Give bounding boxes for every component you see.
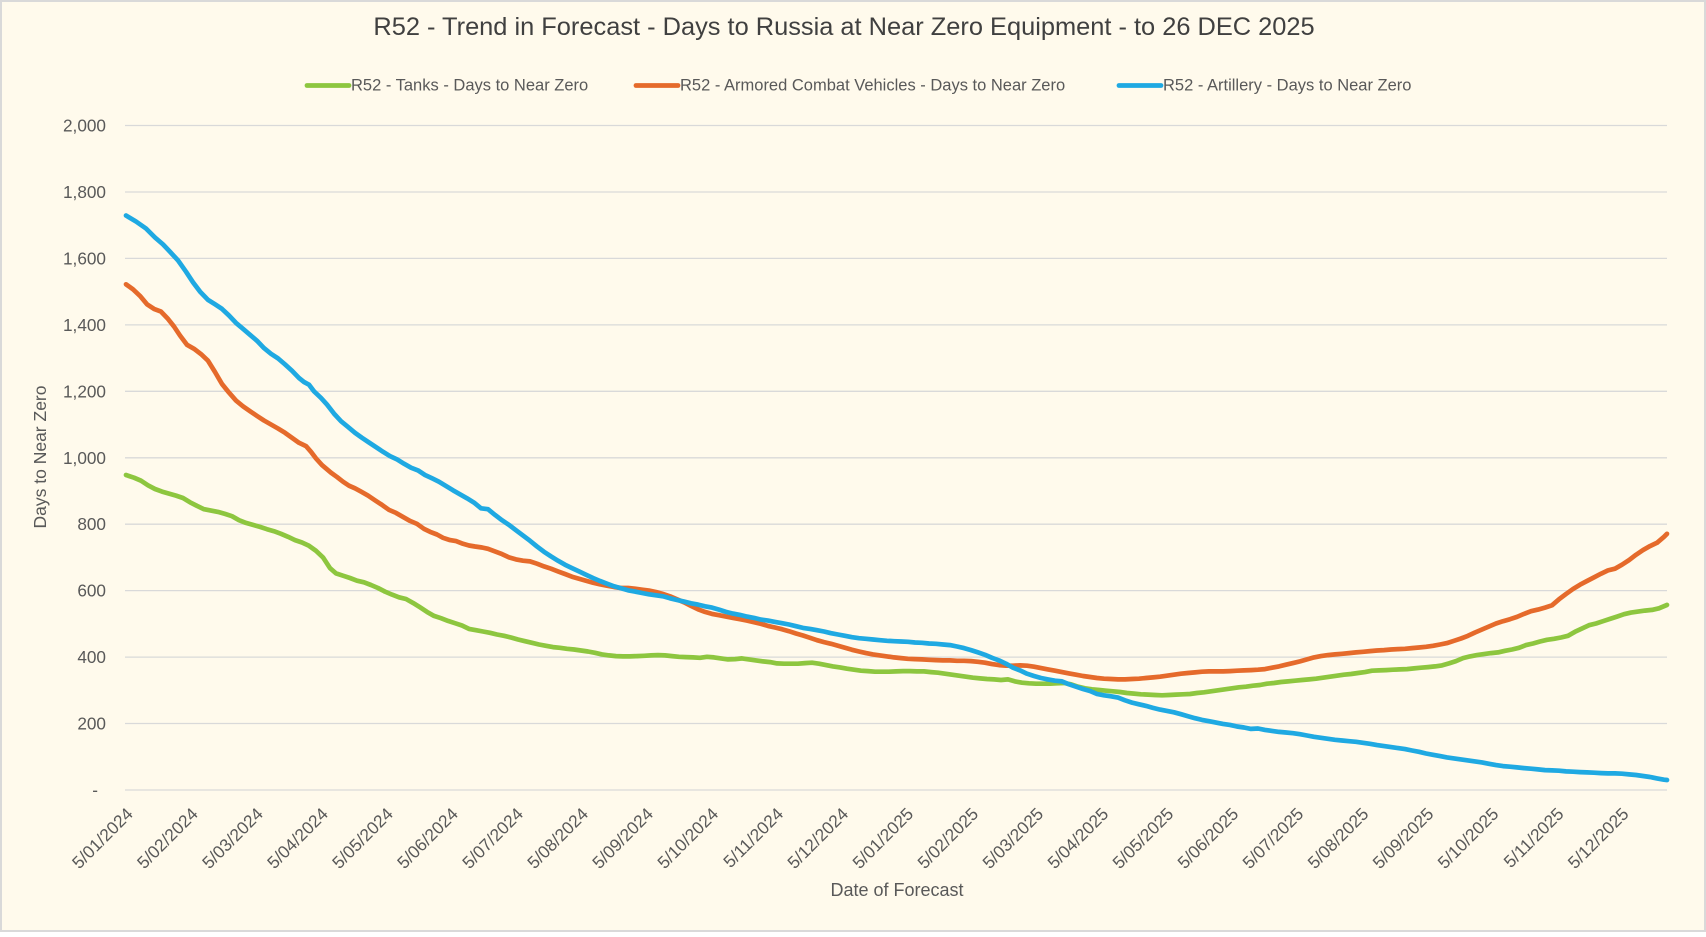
svg-text:200: 200 bbox=[77, 714, 106, 734]
svg-text:1,400: 1,400 bbox=[63, 315, 106, 335]
svg-text:1,800: 1,800 bbox=[63, 182, 106, 202]
svg-text:R52 - Artillery - Days to Near: R52 - Artillery - Days to Near Zero bbox=[1163, 77, 1411, 95]
svg-text:1,200: 1,200 bbox=[63, 381, 106, 401]
svg-text:2,000: 2,000 bbox=[63, 116, 106, 136]
svg-text:Date of Forecast: Date of Forecast bbox=[830, 880, 963, 900]
svg-text:600: 600 bbox=[77, 581, 106, 601]
svg-text:800: 800 bbox=[77, 514, 106, 534]
svg-text:-: - bbox=[92, 780, 98, 800]
svg-text:R52 - Tanks - Days to Near Zer: R52 - Tanks - Days to Near Zero bbox=[351, 77, 588, 95]
svg-text:R52 - Trend in Forecast - Days: R52 - Trend in Forecast - Days to Russia… bbox=[373, 13, 1314, 41]
svg-text:R52 - Armored Combat Vehicles: R52 - Armored Combat Vehicles - Days to … bbox=[680, 77, 1065, 95]
svg-text:400: 400 bbox=[77, 647, 106, 667]
svg-text:1,000: 1,000 bbox=[63, 448, 106, 468]
svg-text:Days to Near Zero: Days to Near Zero bbox=[30, 386, 50, 529]
svg-text:1,600: 1,600 bbox=[63, 248, 106, 268]
